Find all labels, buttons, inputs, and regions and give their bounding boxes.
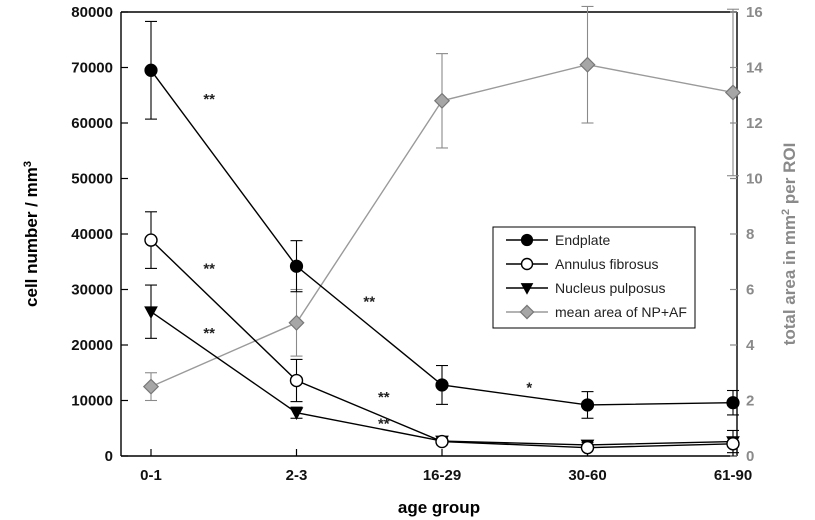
data-point	[435, 434, 449, 449]
series-layer	[142, 5, 742, 455]
y-right-tick-label: 14	[746, 60, 763, 77]
significance-marker: **	[203, 260, 215, 277]
annotation-layer: *************	[203, 91, 532, 433]
axes: 0 10000 20000 30000 40000 50000 60000 70000 8000…	[22, 4, 799, 517]
data-point	[724, 84, 742, 101]
legend-swatch-marker	[520, 233, 534, 247]
x-tick-label: 2-3	[286, 467, 308, 484]
significance-marker: **	[378, 416, 390, 433]
y-left-tick-label: 60000	[71, 115, 113, 132]
data-point	[580, 398, 595, 412]
legend: Endplate Annulus fibrosus Nucleus pulposus…	[492, 226, 696, 329]
y-right-title-suffix: per ROI	[780, 143, 799, 209]
y-right-tick-label: 4	[746, 337, 755, 354]
y-left-tick-label: 70000	[71, 60, 113, 77]
data-point	[144, 233, 158, 247]
y-left-tick-label: 20000	[71, 337, 113, 354]
x-tick-label: 61-90	[714, 467, 752, 484]
data-point	[142, 378, 160, 395]
data-point	[580, 440, 595, 455]
legend-label: Nucleus pulposus	[555, 280, 666, 296]
legend-label: Annulus fibrosus	[555, 256, 659, 272]
y-right-tick-label: 10	[746, 171, 763, 188]
data-point	[288, 314, 305, 331]
series-annulus-fibrosus	[144, 211, 740, 455]
x-tick-label: 30-60	[568, 467, 606, 484]
data-point	[289, 407, 304, 420]
data-point	[144, 63, 158, 77]
y-right-tick-label: 12	[746, 115, 763, 132]
data-point	[726, 437, 740, 451]
y-right-title-superscript: 2	[780, 209, 792, 215]
significance-marker: *	[526, 380, 532, 397]
y-right-tick-label: 0	[746, 448, 754, 465]
legend-swatch-marker	[520, 257, 534, 271]
y-left-tick-label: 50000	[71, 171, 113, 188]
legend-label: mean area of NP+AF	[555, 304, 687, 320]
data-point	[435, 378, 449, 392]
y-left-tick-label: 80000	[71, 4, 113, 21]
y-left-tick-label: 10000	[71, 393, 113, 410]
data-point	[433, 92, 451, 109]
y-left-tick-label: 30000	[71, 282, 113, 299]
significance-marker: **	[203, 91, 215, 108]
y-left-tick-label: 0	[105, 448, 113, 465]
data-point	[579, 56, 596, 73]
y-right-tick-label: 2	[746, 393, 754, 410]
y-right-tick-label: 8	[746, 226, 754, 243]
y-right-tick-label: 16	[746, 4, 763, 21]
significance-marker: **	[203, 325, 215, 342]
x-axis-title: age group	[398, 498, 480, 517]
series-mean-area-of-np-af	[142, 5, 742, 402]
y-right-tick-label: 6	[746, 282, 754, 299]
data-point	[289, 259, 304, 273]
significance-marker: **	[363, 294, 375, 311]
data-point	[144, 306, 158, 319]
legend-label: Endplate	[555, 232, 610, 248]
x-tick-label: 0-1	[140, 467, 162, 484]
significance-marker: **	[378, 389, 390, 406]
x-tick-label: 16-29	[423, 467, 461, 484]
y-left-title-superscript: 3	[22, 161, 34, 167]
y-left-tick-label: 40000	[71, 226, 113, 243]
legend-swatch-marker	[520, 283, 534, 295]
data-point	[289, 373, 304, 388]
data-point	[726, 396, 740, 410]
series-endplate	[144, 20, 740, 419]
legend-swatch-marker	[519, 304, 535, 320]
y-axis-right-title: total area in mm2 per ROI	[780, 143, 799, 346]
y-axis-left-title: cell number / mm3	[22, 161, 41, 307]
